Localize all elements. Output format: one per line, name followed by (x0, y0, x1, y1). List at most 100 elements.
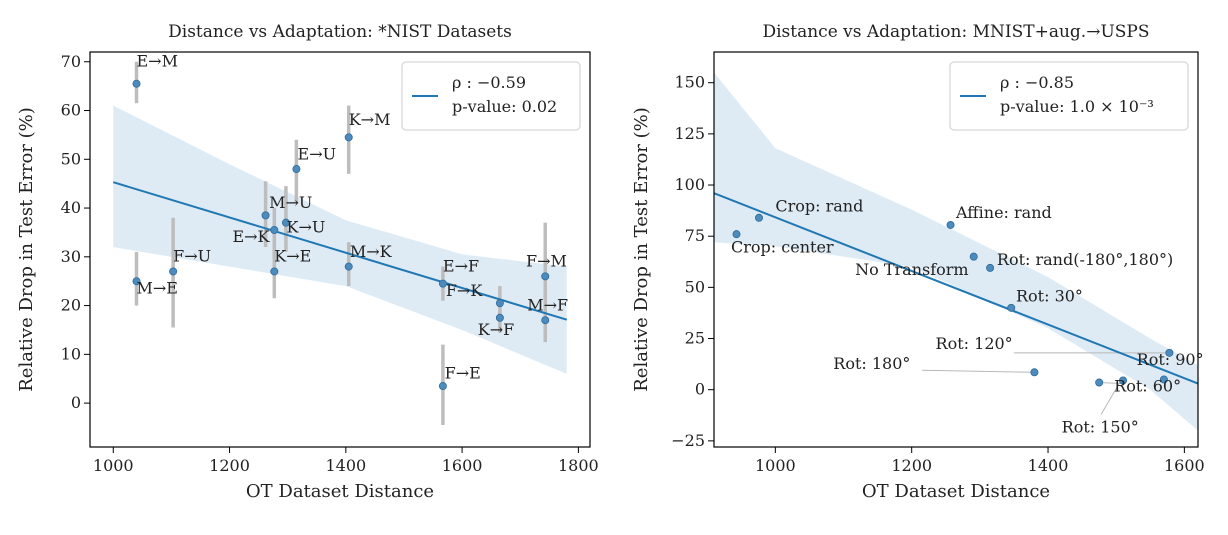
point-label: K→U (287, 217, 326, 236)
x-axis-label: OT Dataset Distance (246, 481, 434, 502)
y-tick-label: 50 (61, 149, 81, 168)
point-label: Rot: 150° (1062, 418, 1139, 437)
legend-rho: ρ : −0.85 (1000, 73, 1074, 92)
point-label: E→K (232, 227, 270, 246)
plot-area (112, 61, 568, 426)
data-point (969, 252, 978, 261)
data-point (732, 230, 741, 239)
point-label: F→M (526, 252, 567, 271)
data-point (1159, 375, 1168, 384)
y-axis-label: Relative Drop in Test Error (%) (631, 107, 652, 392)
point-label: Rot: 30° (1016, 287, 1083, 306)
point-label: Crop: rand (775, 197, 863, 216)
x-tick-label: 1000 (93, 456, 134, 475)
data-point (344, 262, 353, 271)
y-tick-label: 0 (71, 393, 81, 412)
data-point (169, 267, 178, 276)
y-axis-label: Relative Drop in Test Error (%) (16, 107, 37, 392)
point-label: K→F (478, 320, 514, 339)
point-label: Rot: 120° (936, 334, 1013, 353)
data-point (132, 277, 141, 286)
point-label: Crop: center (731, 238, 834, 257)
point-label: Rot: 60° (1114, 377, 1181, 396)
y-tick-label: 75 (685, 226, 705, 245)
chart-nist: Distance vs Adaptation: *NIST Datasets E→… (16, 22, 599, 502)
y-tick-label: 0 (695, 380, 705, 399)
point-label: No Transform (855, 260, 968, 279)
chart-mnist-usps: Distance vs Adaptation: MNIST+aug.→USPS C… (631, 22, 1205, 502)
data-point (438, 382, 447, 391)
y-tick-label: 100 (674, 175, 705, 194)
point-label: E→M (137, 52, 178, 71)
chart-title: Distance vs Adaptation: MNIST+aug.→USPS (762, 22, 1149, 42)
legend-box (949, 61, 1189, 131)
y-tick-label: 30 (61, 247, 81, 266)
chart-title: Distance vs Adaptation: *NIST Datasets (168, 22, 512, 42)
legend-pvalue: p-value: 1.0 × 10⁻³ (1000, 97, 1154, 116)
y-tick-label: 40 (61, 198, 81, 217)
y-tick-label: 25 (685, 329, 705, 348)
point-label: K→E (274, 247, 311, 266)
y-tick-label: −25 (671, 431, 705, 450)
regression-line (112, 181, 568, 321)
data-point (270, 267, 279, 276)
data-point (261, 211, 270, 220)
legend-rho: ρ : −0.59 (452, 73, 526, 92)
point-label: F→K (446, 281, 484, 300)
point-label: M→F (527, 295, 568, 314)
data-point (946, 220, 955, 229)
legend-pvalue: p-value: 0.02 (452, 97, 557, 116)
x-tick-label: 1600 (442, 456, 483, 475)
regression-line (714, 192, 1198, 385)
x-tick-label: 1600 (1164, 456, 1205, 475)
annotation-leader-line (921, 369, 1035, 373)
data-point (1119, 376, 1128, 385)
y-tick-label: 10 (61, 344, 81, 363)
y-tick-label: 60 (61, 101, 81, 120)
axes-frame (89, 51, 591, 448)
legend-box (401, 61, 581, 131)
data-point (438, 279, 447, 288)
data-point (754, 213, 763, 222)
x-tick-label: 1200 (209, 456, 250, 475)
axes-frame (713, 51, 1199, 448)
annotation-leader-line (1100, 381, 1121, 415)
confidence-band (714, 72, 1198, 431)
data-point (1165, 348, 1174, 357)
point-label: F→E (445, 364, 481, 383)
data-point (292, 165, 301, 174)
data-point (541, 272, 550, 281)
point-label: Rot: 90° (1137, 350, 1204, 369)
y-tick-label: 125 (674, 124, 705, 143)
data-point (1030, 368, 1039, 377)
point-label: M→K (350, 242, 393, 261)
x-tick-label: 1200 (891, 456, 932, 475)
legend: ρ : −0.85 p-value: 1.0 × 10⁻³ (949, 61, 1189, 131)
data-point (986, 263, 995, 272)
x-tick-label: 1000 (755, 456, 796, 475)
data-point (541, 316, 550, 325)
y-tick-label: 50 (685, 277, 705, 296)
point-label: F→U (173, 247, 211, 266)
x-tick-label: 1400 (1028, 456, 1069, 475)
data-point (344, 133, 353, 142)
data-point (132, 79, 141, 88)
data-point (270, 225, 279, 234)
point-label: E→F (443, 256, 479, 275)
x-tick-label: 1400 (325, 456, 366, 475)
y-tick-label: 150 (674, 73, 705, 92)
x-axis-label: OT Dataset Distance (862, 481, 1050, 502)
data-point (495, 313, 504, 322)
data-point (495, 299, 504, 308)
legend: ρ : −0.59 p-value: 0.02 (401, 61, 581, 131)
point-label: M→E (137, 278, 178, 297)
plot-area (714, 72, 1198, 431)
y-tick-label: 70 (61, 52, 81, 71)
data-point (1095, 378, 1104, 387)
x-tick-label: 1800 (558, 456, 599, 475)
point-label: M→U (269, 193, 312, 212)
point-label: Rot: 180° (833, 354, 910, 373)
data-point (281, 218, 290, 227)
data-point (1007, 303, 1016, 312)
